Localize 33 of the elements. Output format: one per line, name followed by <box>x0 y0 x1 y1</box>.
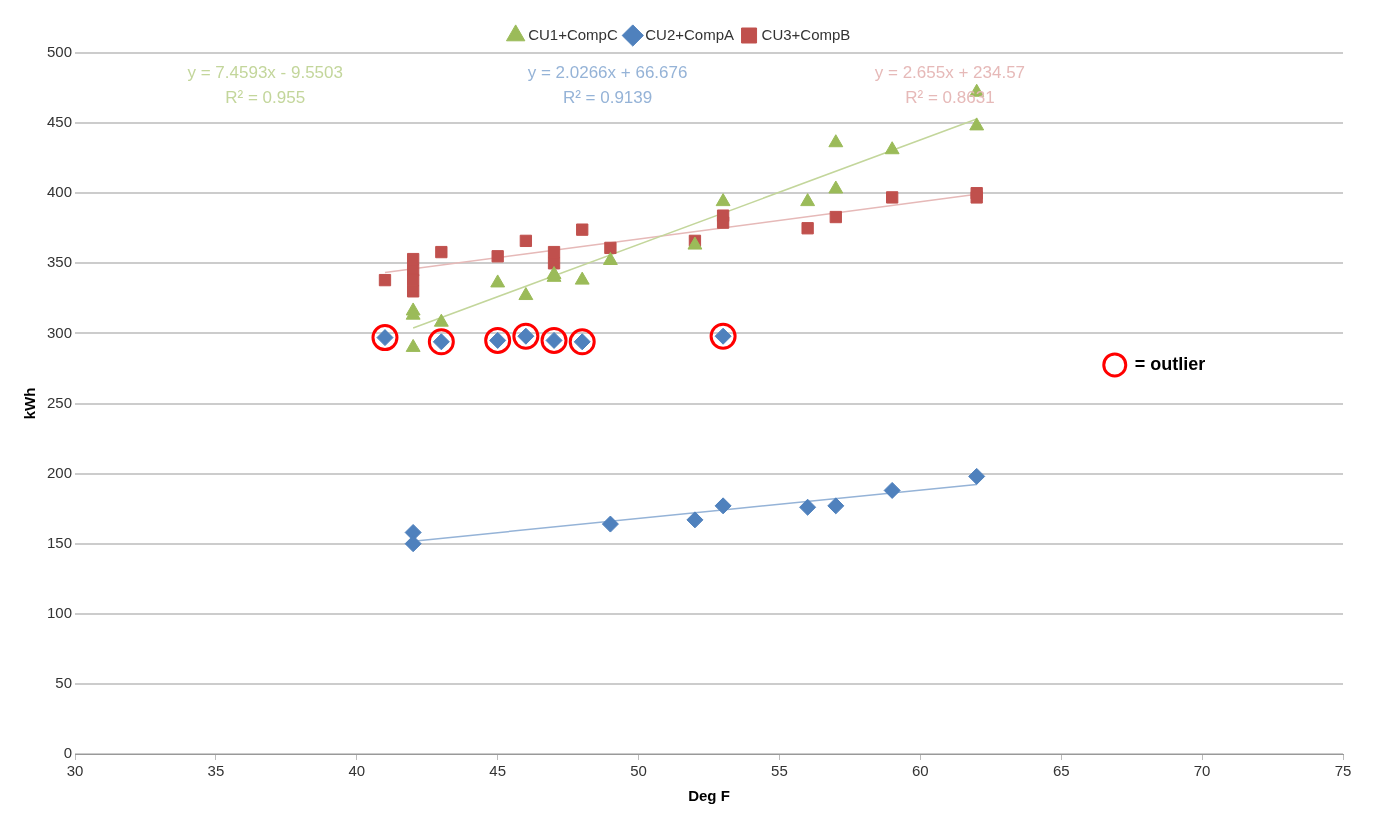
x-tick-label: 60 <box>912 762 929 780</box>
annotation: y = 2.655x + 234.57 <box>874 62 1026 82</box>
legend-label: CU2+CompA <box>645 25 735 43</box>
x-tick-label: 70 <box>1193 762 1211 780</box>
annotation: R² = 0.955 <box>225 87 306 107</box>
y-tick-label: 250 <box>47 393 73 411</box>
y-tick-label: 300 <box>47 323 73 341</box>
x-tick-label: 30 <box>66 762 84 780</box>
y-tick-label: 400 <box>47 183 73 201</box>
annotation: y = 2.0266x + 66.676 <box>527 62 688 82</box>
y-tick-label: 500 <box>47 43 73 61</box>
x-tick-label: 55 <box>771 762 788 780</box>
annotation: y = 7.4593x - 9.5503 <box>187 62 343 82</box>
y-tick-label: 150 <box>47 533 73 551</box>
y-tick-label: 450 <box>47 113 73 131</box>
legend-label: CU1+CompC <box>528 25 618 43</box>
x-tick-label: 45 <box>489 762 507 780</box>
x-tick-label: 50 <box>630 762 647 780</box>
y-axis-title: kWh <box>21 387 39 420</box>
annotation: R² = 0.8631 <box>905 87 995 107</box>
y-tick-label: 100 <box>47 603 73 621</box>
legend-label: CU3+CompB <box>761 25 851 43</box>
x-tick-label: 35 <box>207 762 225 780</box>
y-tick-label: 200 <box>47 463 73 481</box>
y-tick-label: 0 <box>63 744 73 762</box>
annotation: R² = 0.9139 <box>562 87 653 107</box>
y-tick-label: 350 <box>47 253 73 271</box>
x-axis-title: Deg F <box>688 787 730 805</box>
x-tick-label: 40 <box>348 762 366 780</box>
y-tick-label: 50 <box>55 674 73 692</box>
x-tick-label: 65 <box>1052 762 1070 780</box>
legend-label: = outlier <box>1134 353 1206 374</box>
x-tick-label: 75 <box>1334 762 1352 780</box>
